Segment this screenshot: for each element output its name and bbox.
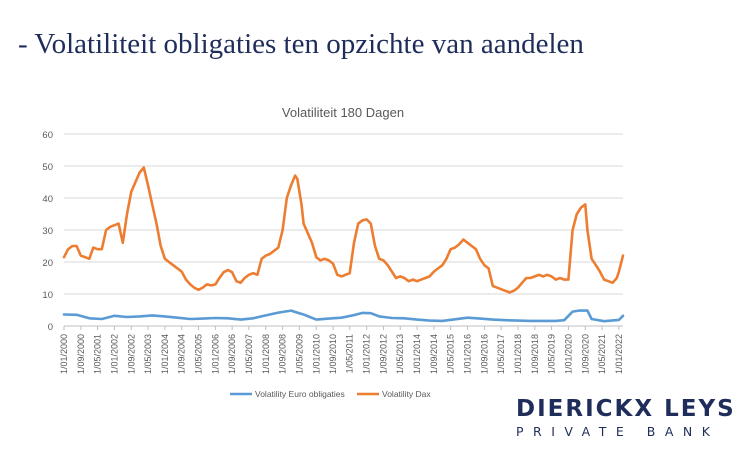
x-tick-label: 1/09/2002	[126, 334, 136, 374]
y-tick-label: 10	[42, 290, 53, 301]
x-tick-label: 1/01/2000	[59, 334, 69, 374]
x-tick-label: 1/01/2020	[563, 334, 573, 374]
x-tick-label: 1/01/2002	[109, 334, 119, 374]
series-line-euro-obligaties	[62, 309, 625, 323]
y-tick-label: 40	[42, 194, 53, 205]
x-tick-label: 1/09/2000	[76, 334, 86, 374]
x-tick-label: 1/09/2018	[530, 334, 540, 374]
brand-logo: DIERICKX LEYS PRIVATE BANK	[516, 396, 736, 439]
x-tick-label: 1/05/2019	[547, 334, 557, 374]
legend-label: Volatility Dax	[382, 389, 431, 399]
x-tick-label: 1/09/2012	[379, 334, 389, 374]
x-tick-label: 1/01/2010	[311, 334, 321, 374]
y-tick-label: 50	[42, 162, 53, 173]
x-tick-label: 1/01/2012	[362, 334, 372, 374]
x-tick-label: 1/05/2005	[193, 334, 203, 374]
x-tick-label: 1/05/2017	[496, 334, 506, 374]
x-tick-label: 1/05/2001	[93, 334, 103, 374]
y-tick-label: 30	[42, 226, 53, 237]
x-tick-label: 1/09/2014	[429, 334, 439, 374]
x-tick-label: 1/09/2010	[328, 334, 338, 374]
y-tick-label: 0	[48, 322, 53, 333]
y-tick-label: 60	[42, 130, 53, 141]
x-tick-label: 1/09/2020	[580, 334, 590, 374]
x-tick-label: 1/05/2021	[597, 334, 607, 374]
x-tick-label: 1/01/2008	[261, 334, 271, 374]
x-tick-label: 1/09/2008	[278, 334, 288, 374]
series-line-dax	[62, 166, 625, 294]
x-tick-label: 1/05/2015	[446, 334, 456, 374]
x-tick-label: 1/01/2006	[210, 334, 220, 374]
x-tick-label: 1/09/2006	[227, 334, 237, 374]
x-tick-label: 1/01/2018	[513, 334, 523, 374]
brand-name: DIERICKX LEYS	[516, 396, 736, 422]
x-tick-label: 1/05/2013	[395, 334, 405, 374]
x-tick-label: 1/01/2004	[160, 334, 170, 374]
legend-item: Volatility Euro obligaties	[230, 389, 345, 399]
x-tick-label: 1/05/2003	[143, 334, 153, 374]
gridlines	[64, 133, 623, 327]
x-tick-label: 1/09/2004	[177, 334, 187, 374]
x-tick-label: 1/05/2011	[345, 334, 355, 373]
x-tick-label: 1/09/2016	[479, 334, 489, 374]
legend-item: Volatility Dax	[357, 389, 431, 399]
series-lines	[62, 166, 625, 323]
x-tick-label: 1/05/2007	[244, 334, 254, 374]
y-axis-tick-labels: 0 10 20 30 40 50 60	[42, 130, 53, 333]
x-axis-tick-labels: 1/01/2000 1/09/2000 1/05/2001 1/01/2002 1/09…	[59, 326, 624, 374]
brand-tagline: PRIVATE BANK	[516, 424, 720, 439]
legend: Volatility Euro obligaties Volatility Dax	[230, 389, 431, 399]
y-tick-label: 20	[42, 258, 53, 269]
x-tick-label: 1/01/2014	[412, 334, 422, 374]
legend-label: Volatility Euro obligaties	[255, 389, 345, 399]
slide-title: - Volatiliteit obligaties ten opzichte v…	[18, 28, 584, 60]
chart-title: Volatiliteit 180 Dagen	[282, 105, 404, 120]
x-tick-label: 1/05/2009	[294, 334, 304, 374]
x-tick-label: 1/01/2022	[614, 334, 624, 374]
x-tick-label: 1/01/2016	[463, 334, 473, 374]
